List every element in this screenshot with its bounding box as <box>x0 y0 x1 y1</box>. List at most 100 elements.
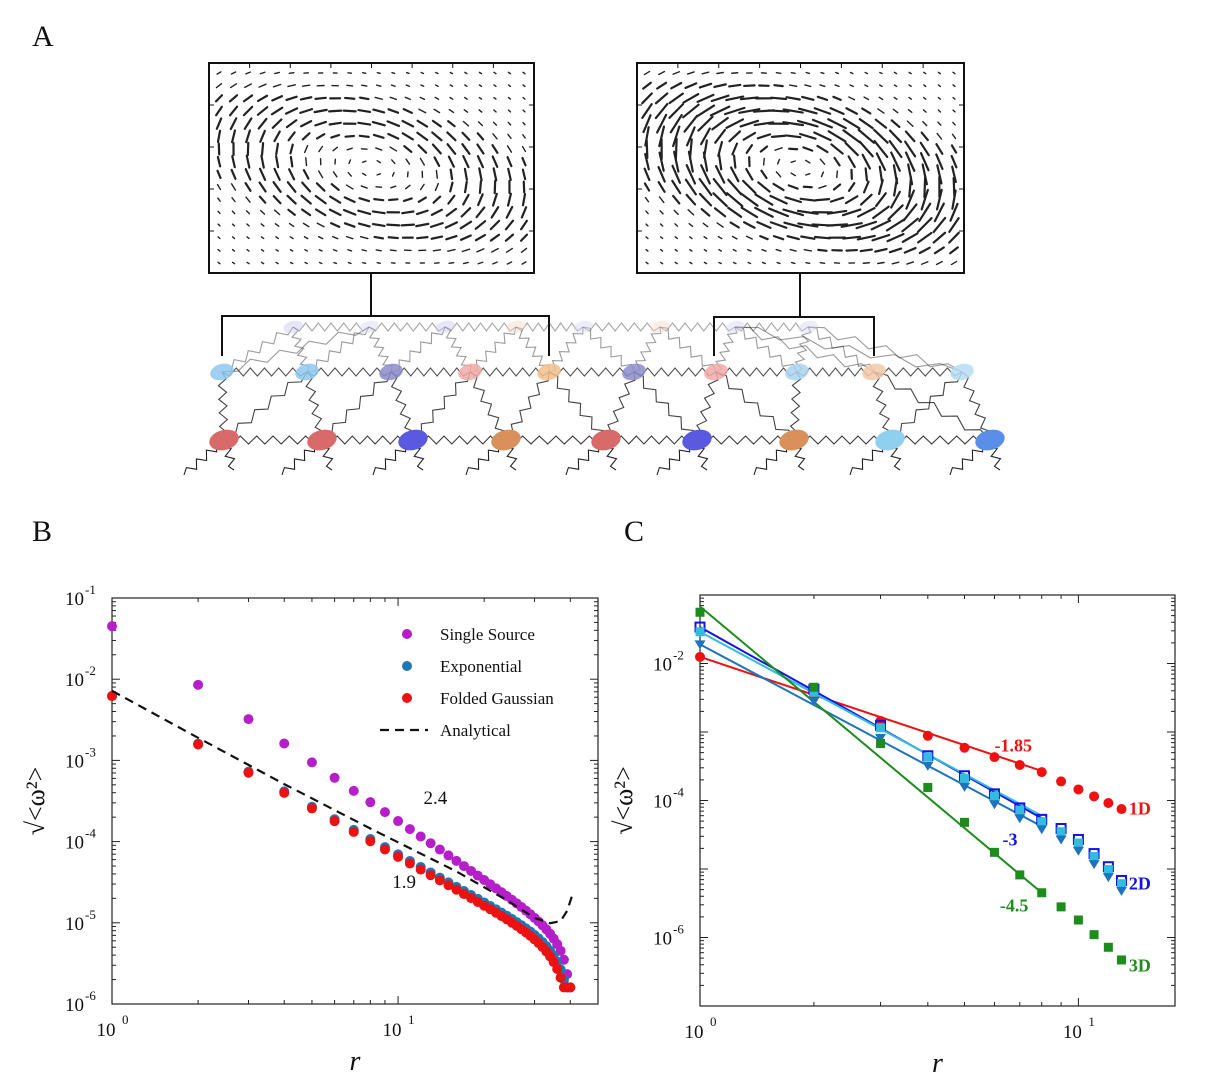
vector-field-left-arrow <box>244 83 252 89</box>
spring <box>444 326 472 373</box>
spring <box>582 326 635 373</box>
vector-field-left-arrow <box>492 192 498 207</box>
vector-field-left-arrow <box>288 222 295 228</box>
vector-field-left-arrow <box>521 156 527 167</box>
vector-field-right-arrow <box>871 233 891 242</box>
vector-field-right-arrow <box>923 96 927 100</box>
vector-field-left-arrow <box>447 120 456 128</box>
series-2d-tri-point <box>988 800 1000 810</box>
vector-field-left-arrow <box>403 145 413 153</box>
series-1d-point <box>1089 791 1100 802</box>
vector-field-right-arrow <box>658 125 666 148</box>
vector-field-right-arrow <box>902 203 918 222</box>
plot-frame-b <box>111 597 599 1005</box>
spring <box>217 371 229 441</box>
lattice-node <box>359 320 379 334</box>
vector-field-left-arrow <box>275 236 279 240</box>
vector-field-right-arrow <box>672 194 681 205</box>
spring <box>734 326 798 373</box>
series-folded-gaussian-point <box>565 982 576 993</box>
vector-field-left-arrow <box>507 167 512 181</box>
vector-field-left-arrow <box>231 210 236 215</box>
vector-field-right-arrow <box>739 119 760 128</box>
vector-field-right-arrow <box>659 261 664 265</box>
vector-field-right-arrow <box>740 206 759 219</box>
series-2d-tri-point <box>808 697 820 707</box>
vector-field-right-arrow <box>742 179 757 195</box>
vector-field-left-arrow <box>405 71 410 75</box>
vector-field-right-arrow <box>906 120 914 127</box>
vector-field-left-arrow <box>391 171 395 177</box>
annotation-label: -3 <box>1002 830 1017 850</box>
vector-field-right-arrow <box>873 128 889 144</box>
vector-field-right-arrow <box>805 172 811 176</box>
vector-field-right-arrow <box>849 84 854 88</box>
vector-field-left-arrow <box>405 84 411 87</box>
vector-field-right-arrow <box>937 109 942 113</box>
vector-field-left-arrow <box>417 144 428 154</box>
vector-field-right-arrow <box>698 177 713 197</box>
spring <box>807 326 963 373</box>
legend-marker <box>402 629 412 639</box>
vector-field-right-arrow <box>919 152 930 172</box>
vector-field-left-arrow <box>493 84 497 88</box>
vector-field-right-arrow <box>659 210 664 215</box>
vector-field-left-arrow <box>476 248 485 253</box>
vector-field-right-arrow <box>887 204 904 221</box>
vector-field-right-arrow <box>769 221 788 229</box>
vector-field-left-arrow <box>476 132 485 141</box>
lattice-node <box>573 320 593 334</box>
vector-field-right-arrow <box>937 96 942 100</box>
series-2d-tri-point <box>958 782 970 792</box>
vector-field-right-arrow <box>786 235 800 241</box>
vector-field-left-arrow <box>216 169 222 180</box>
vector-field-left-arrow <box>405 158 411 165</box>
vector-field-right-arrow <box>878 96 884 101</box>
vector-field-left-arrow <box>504 233 515 242</box>
vector-field-right-arrow <box>668 103 685 119</box>
vector-field-right-arrow <box>918 202 932 223</box>
vector-field-right-arrow <box>768 207 790 218</box>
vector-field-right-arrow <box>700 164 711 185</box>
vector-field-left-arrow <box>342 109 357 113</box>
vector-field-left-arrow <box>216 183 222 191</box>
vector-field-right-arrow <box>657 181 666 193</box>
vector-field-left-arrow <box>373 235 385 240</box>
vector-field-right-arrow <box>847 182 856 192</box>
vector-field-right-arrow <box>857 128 876 144</box>
vector-field-left-arrow <box>329 195 342 204</box>
series-single-source-point <box>415 831 426 842</box>
vector-field-right-arrow <box>875 152 887 172</box>
vector-field-right-arrow <box>799 197 817 202</box>
series-2d-tri-point <box>1072 846 1084 856</box>
vector-field-right-arrow <box>728 83 742 88</box>
y-tick-label: 10 <box>65 914 84 935</box>
vector-field-left-arrow <box>300 194 312 205</box>
vector-field-left-arrow <box>419 96 426 101</box>
vector-field-right-arrow <box>923 175 927 199</box>
vector-field-left-arrow <box>431 119 442 128</box>
vector-field-right-arrow <box>878 165 884 184</box>
vector-field-left-arrow <box>357 209 372 216</box>
vector-field-left-arrow <box>348 159 352 165</box>
vector-field-left-arrow <box>285 119 298 129</box>
vector-field-left-arrow <box>446 143 457 155</box>
vector-field-left-arrow <box>376 262 382 264</box>
vector-field-right-arrow <box>683 114 699 133</box>
vector-field-left-arrow <box>361 160 367 163</box>
series-2d-cyan-point <box>1037 817 1047 827</box>
series-single-source-point <box>243 714 254 725</box>
vector-field-left-arrow <box>507 133 512 139</box>
spring <box>548 326 584 373</box>
vector-field-left-arrow <box>246 223 250 227</box>
vector-field-left-arrow <box>390 185 397 189</box>
vector-field-right-arrow <box>645 236 649 240</box>
vector-field-left-arrow <box>285 95 298 102</box>
vector-field-right-arrow <box>695 104 716 118</box>
vector-field-right-arrow <box>908 84 912 88</box>
series-1d-point <box>989 752 1000 763</box>
vector-field-right-arrow <box>933 202 945 223</box>
series-3d-point <box>1073 915 1083 925</box>
vector-field-right-arrow <box>833 156 841 167</box>
vector-field-right-arrow <box>773 84 784 88</box>
